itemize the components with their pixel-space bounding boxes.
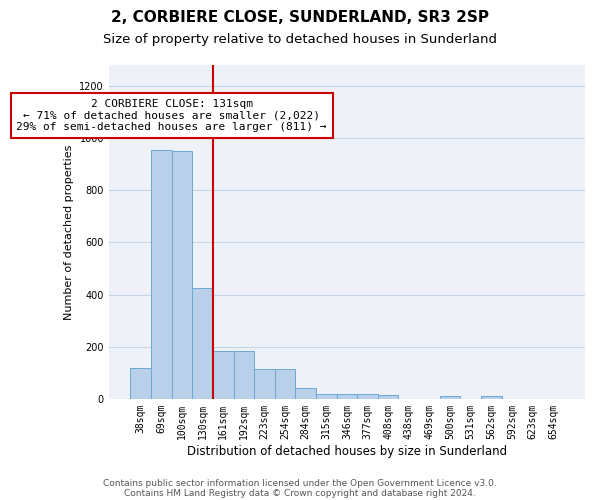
Bar <box>357 394 378 399</box>
Y-axis label: Number of detached properties: Number of detached properties <box>64 144 74 320</box>
Bar <box>295 388 316 399</box>
Text: 2 CORBIERE CLOSE: 131sqm
← 71% of detached houses are smaller (2,022)
29% of sem: 2 CORBIERE CLOSE: 131sqm ← 71% of detach… <box>16 99 327 132</box>
Bar <box>275 369 295 399</box>
Bar <box>213 350 233 399</box>
Text: Size of property relative to detached houses in Sunderland: Size of property relative to detached ho… <box>103 32 497 46</box>
Bar <box>337 394 357 399</box>
Bar <box>481 396 502 399</box>
Text: Contains HM Land Registry data © Crown copyright and database right 2024.: Contains HM Land Registry data © Crown c… <box>124 488 476 498</box>
Bar <box>172 151 193 399</box>
X-axis label: Distribution of detached houses by size in Sunderland: Distribution of detached houses by size … <box>187 444 507 458</box>
Text: 2, CORBIERE CLOSE, SUNDERLAND, SR3 2SP: 2, CORBIERE CLOSE, SUNDERLAND, SR3 2SP <box>111 10 489 25</box>
Bar <box>193 288 213 399</box>
Bar <box>151 150 172 399</box>
Bar <box>316 394 337 399</box>
Text: Contains public sector information licensed under the Open Government Licence v3: Contains public sector information licen… <box>103 478 497 488</box>
Bar <box>440 396 460 399</box>
Bar <box>233 350 254 399</box>
Bar <box>130 368 151 399</box>
Bar <box>254 369 275 399</box>
Bar <box>378 395 398 399</box>
